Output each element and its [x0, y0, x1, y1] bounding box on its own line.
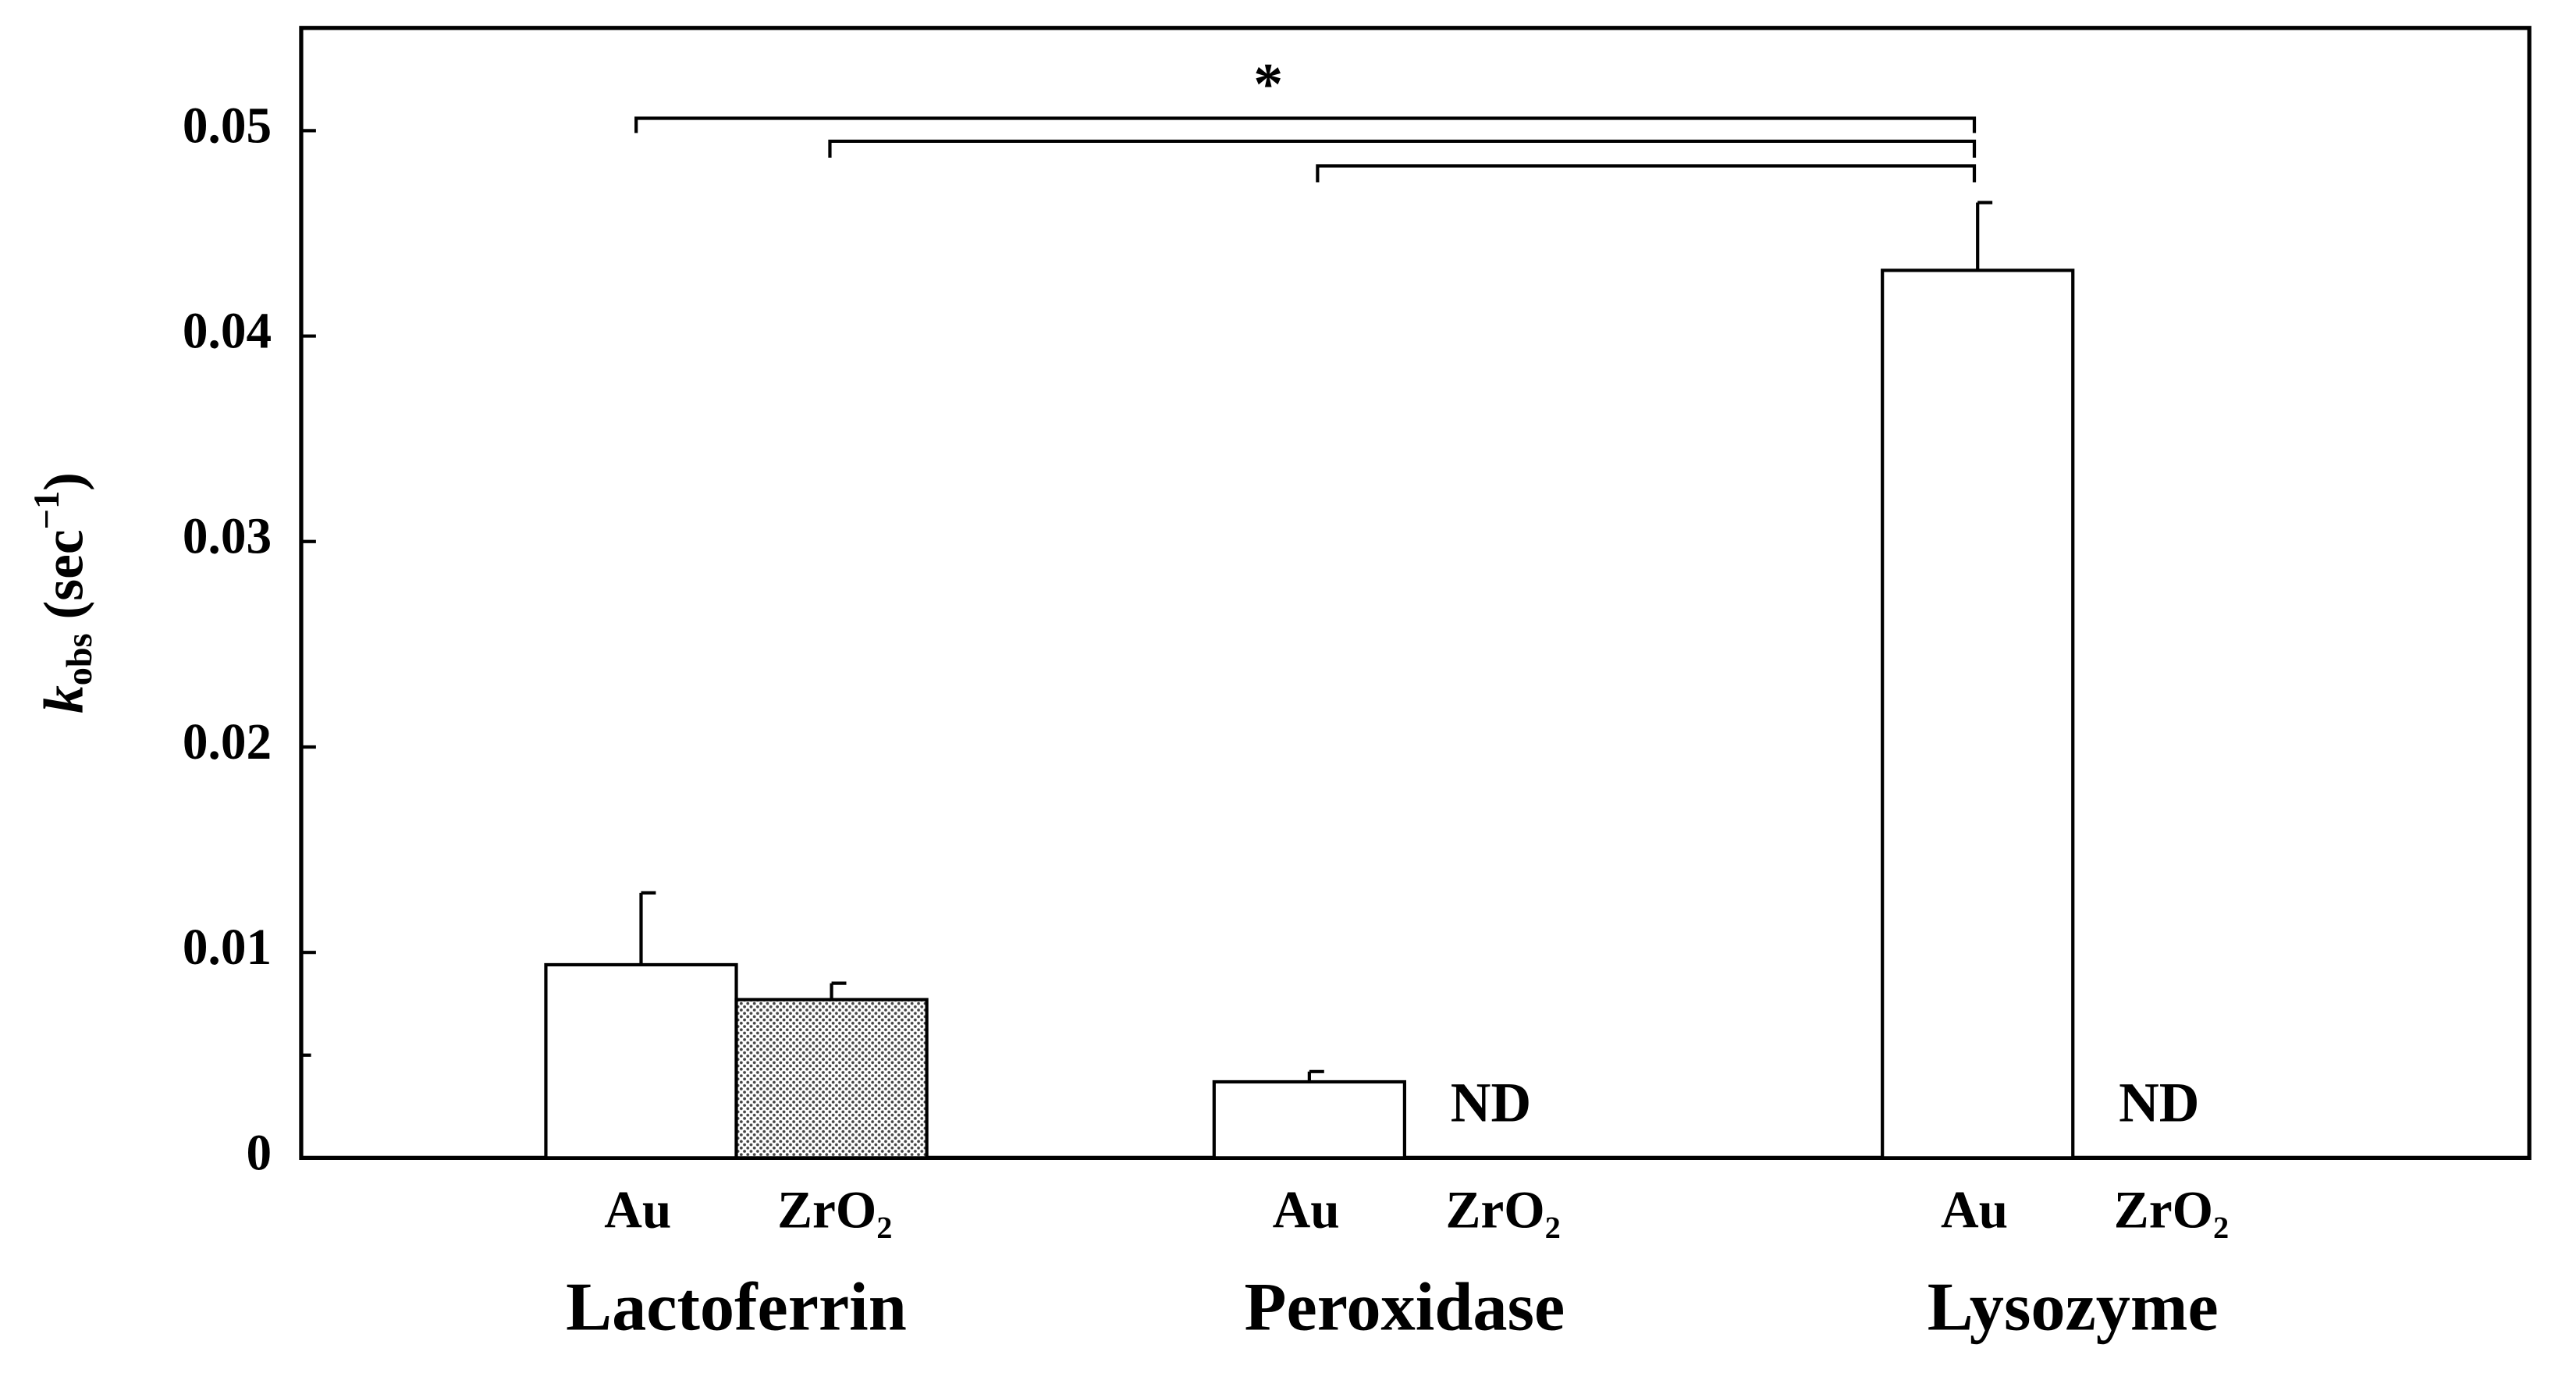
plot-frame: [299, 26, 2532, 1160]
bracket: [634, 116, 1977, 133]
category-label: Peroxidase: [1245, 1269, 1565, 1346]
y-tick-label: 0.03: [183, 509, 272, 565]
y-label-superscript: −1: [27, 491, 67, 530]
y-label-subscript: obs: [60, 633, 100, 685]
y-label-symbol: k: [34, 685, 95, 713]
group-series-label: ZrO₂: [777, 1180, 892, 1239]
y-tick-label: 0.04: [183, 304, 272, 360]
group-series-label: ZrO₂: [2114, 1180, 2229, 1239]
y-label-close: ): [34, 472, 95, 491]
y-label-unit: (sec: [34, 529, 95, 633]
value-label: ND: [2119, 1072, 2199, 1134]
y-tick-label: 0.05: [183, 98, 272, 154]
significance-brackets: [634, 116, 1977, 183]
y-tick-label: 0: [246, 1125, 272, 1181]
bracket: [828, 139, 1977, 158]
category-label: Lysozyme: [1928, 1269, 2219, 1346]
y-tick-label: 0.01: [183, 919, 272, 976]
value-label: ND: [1451, 1072, 1531, 1134]
bar: [1212, 1080, 1406, 1160]
bar: [544, 962, 738, 1160]
bar: [734, 998, 929, 1160]
group-series-label: Au: [604, 1180, 671, 1239]
bracket: [1316, 164, 1977, 183]
bar: [1881, 269, 2075, 1160]
category-label: Lactoferrin: [566, 1269, 907, 1346]
group-series-label: ZrO₂: [1445, 1180, 1560, 1239]
group-series-label: Au: [1941, 1180, 2008, 1239]
y-axis-label: kobs (sec−1): [27, 472, 100, 713]
y-tick-label: 0.02: [183, 714, 272, 770]
significance-label: *: [1253, 52, 1283, 117]
group-series-label: Au: [1273, 1180, 1340, 1239]
